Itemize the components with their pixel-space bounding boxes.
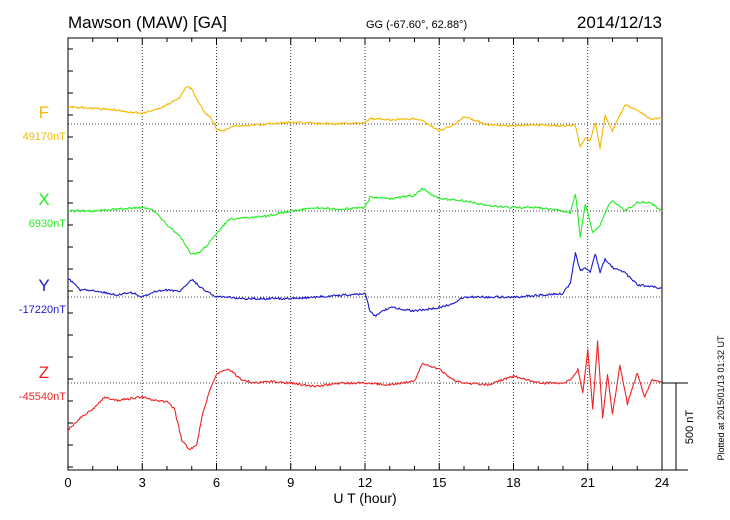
series-line-y (67, 252, 663, 317)
date-title: 2014/12/13 (577, 13, 662, 32)
x-tick-label: 12 (358, 475, 372, 490)
series-baseline-z: -45540nT (19, 391, 66, 403)
axis-ticks (67, 38, 663, 470)
x-tick-label: 9 (287, 475, 294, 490)
x-axis-label: U T (hour) (333, 490, 396, 506)
geomagnetic-coords: GG (-67.60°, 62.88°) (366, 19, 467, 31)
x-tick-label: 15 (432, 475, 446, 490)
series-baseline-y: -17220nT (19, 304, 66, 316)
series-name-x: X (38, 190, 49, 209)
x-tick-labels: 0 3 6 9 12 15 18 21 24 (64, 475, 669, 490)
series-line-x (67, 187, 663, 255)
series-baseline-f: 49170nT (23, 131, 67, 143)
series-name-f: F (39, 103, 49, 122)
series-name-y: Y (38, 276, 49, 295)
x-tick-label: 6 (213, 475, 220, 490)
series-lines (67, 85, 663, 451)
series-line-z (67, 340, 663, 451)
x-tick-label: 0 (64, 475, 71, 490)
series-line-f (67, 85, 663, 150)
x-tick-label: 24 (655, 475, 669, 490)
series-name-z: Z (39, 363, 49, 382)
scale-bar-label: 500 nT (684, 410, 696, 445)
series-baseline-x: 6930nT (29, 218, 67, 230)
plotted-timestamp: Plotted at 2015/01/13 01:32 UT (716, 335, 726, 461)
x-tick-label: 21 (581, 475, 595, 490)
series-labels: F 49170nT X 6930nT Y -17220nT Z -45540nT (19, 103, 66, 403)
scale-bar: 500 nT (662, 382, 696, 471)
station-title: Mawson (MAW) [GA] (68, 13, 227, 32)
x-tick-label: 3 (139, 475, 146, 490)
x-tick-label: 18 (506, 475, 520, 490)
grid-lines (68, 38, 662, 470)
